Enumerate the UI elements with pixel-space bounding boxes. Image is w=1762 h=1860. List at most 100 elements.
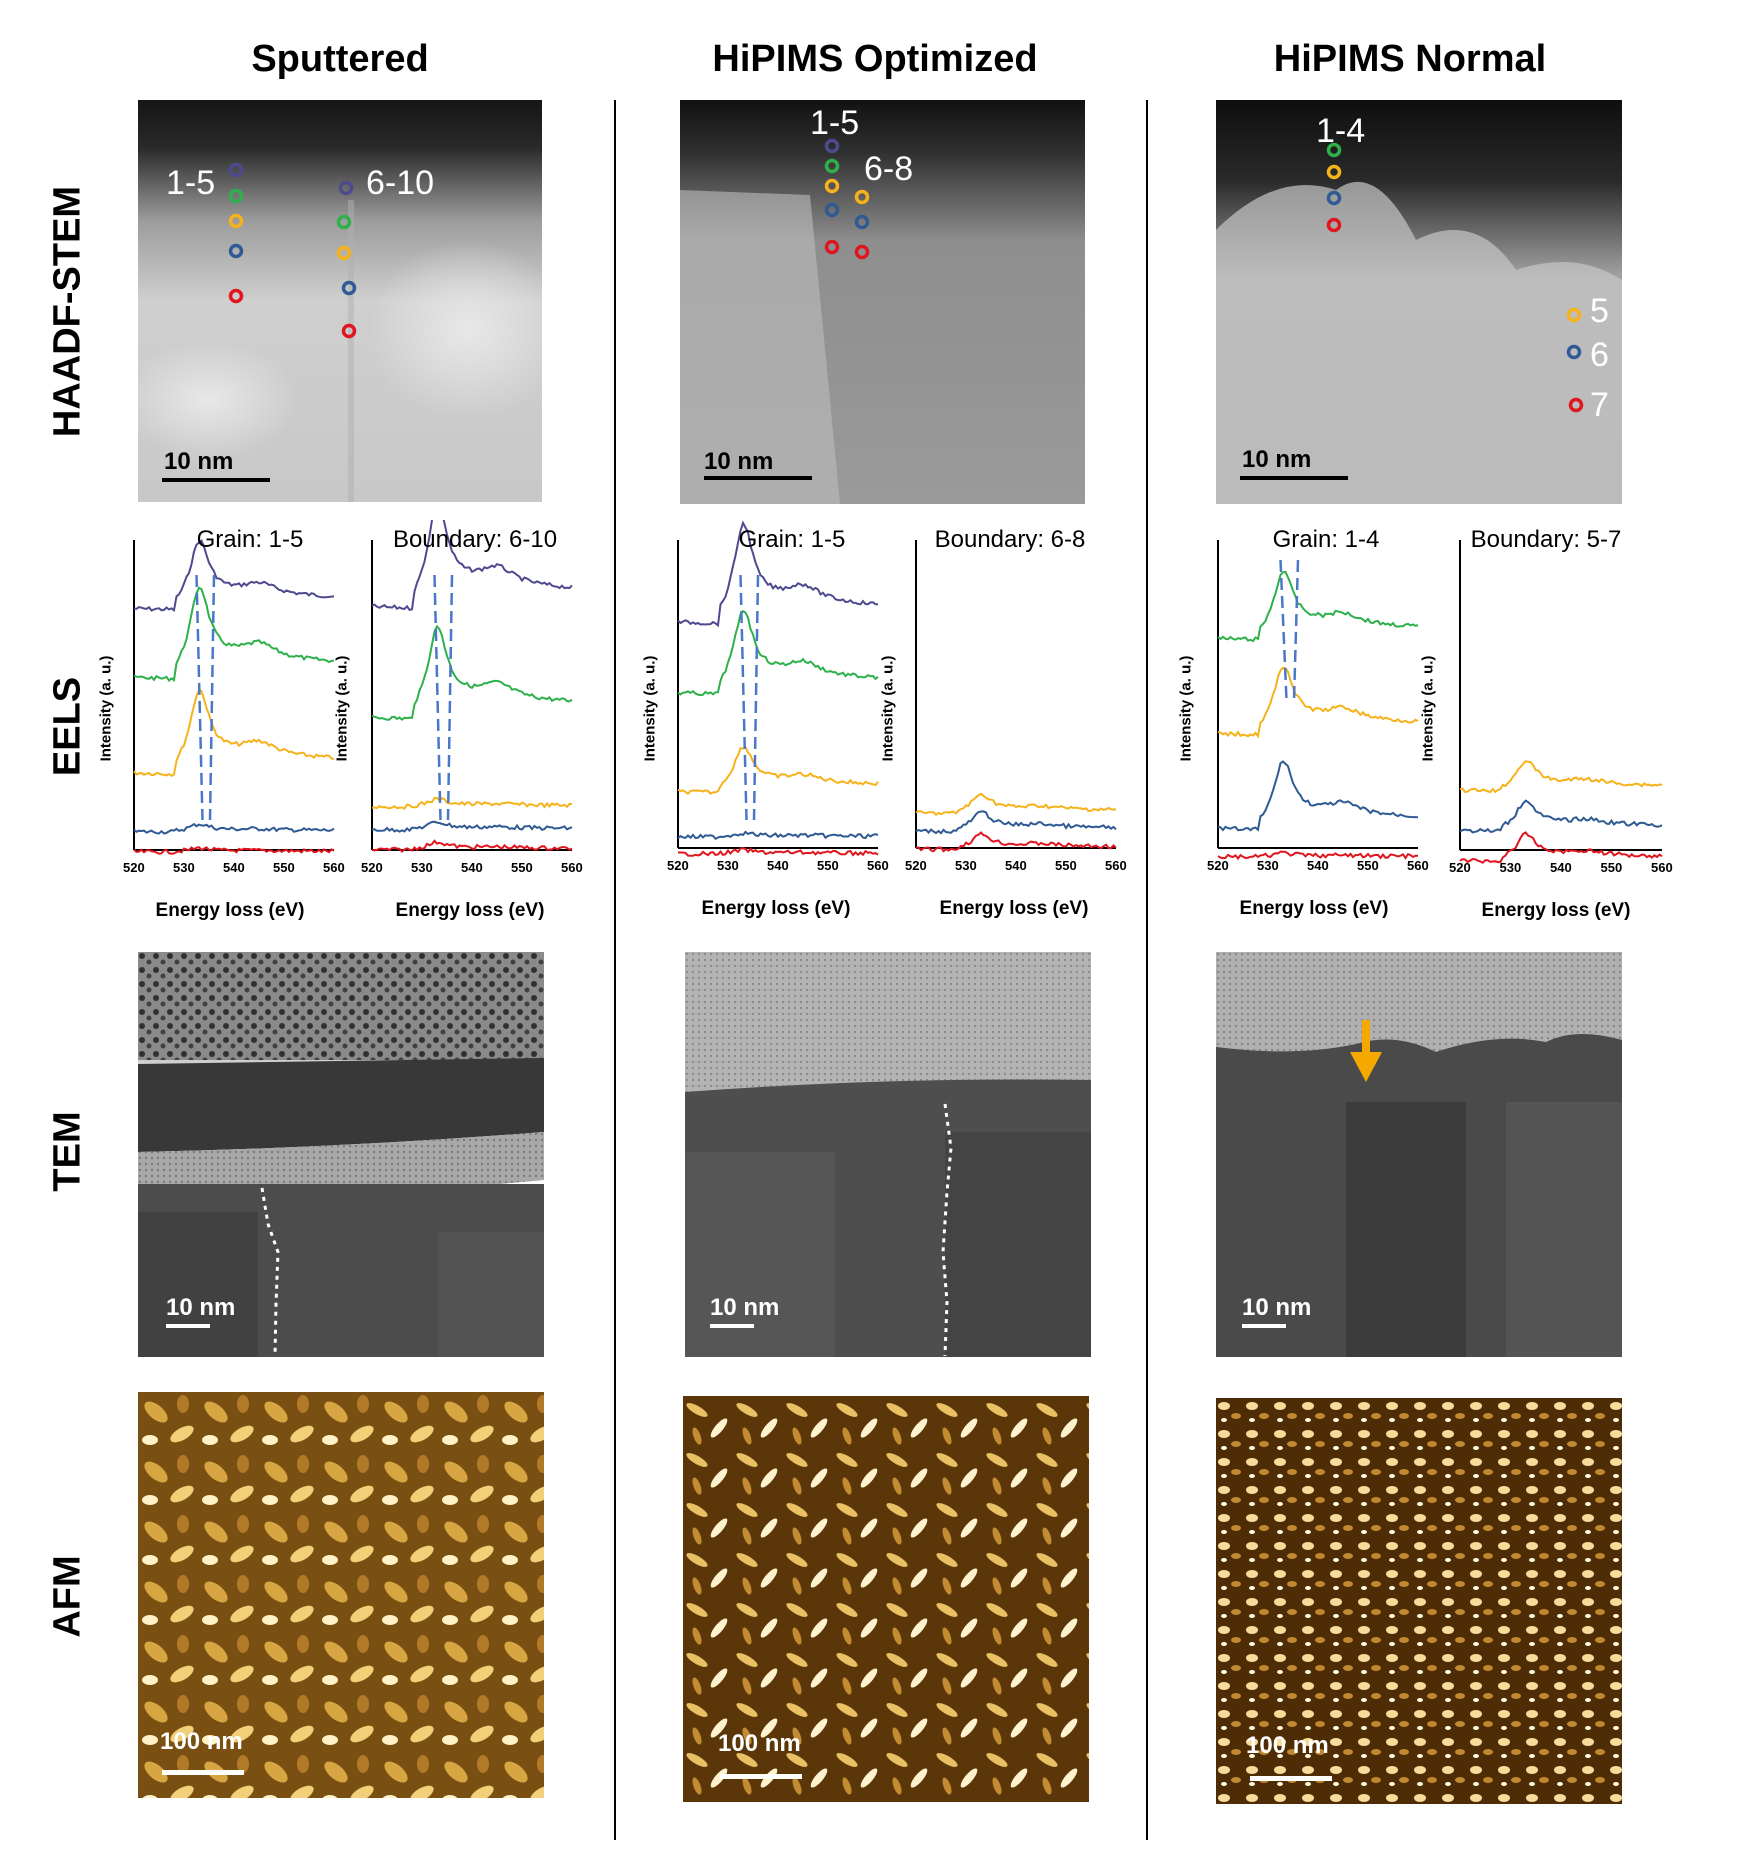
stem-label-7: 7 [1590, 386, 1609, 424]
afm-image-sputtered [138, 1392, 544, 1798]
eels-tick-label: 540 [223, 860, 245, 875]
eels-spectrum-trace [371, 839, 573, 853]
marker [824, 178, 840, 194]
eels-ylabel-6: Intensity (a. u.) [1419, 655, 1437, 762]
eels-title-4: Boundary: 6-8 [934, 526, 1086, 553]
eels-ylabel-4: Intensity (a. u.) [879, 655, 897, 762]
afm-image-hipims-optimized [683, 1396, 1089, 1802]
eels-tick-label: 560 [561, 860, 583, 875]
eels-tick-label: 520 [1449, 860, 1471, 875]
arrow-icon [1350, 1020, 1382, 1082]
eels-xlabel-4: Energy loss (eV) [939, 898, 1089, 919]
marker [341, 280, 357, 296]
row-label-afm: AFM [46, 1555, 89, 1638]
marker [854, 214, 870, 230]
stem-label-grain-1-5: 1-5 [810, 104, 860, 142]
tem-scalebar-label-2: 10 nm [710, 1294, 780, 1321]
eels-tick-label: 550 [273, 860, 295, 875]
eels-tick-label: 530 [1257, 858, 1279, 873]
afm-image-hipims-normal [1216, 1398, 1622, 1804]
eels-ylabel-3: Intensity (a. u.) [641, 655, 659, 762]
eels-dashed-guide [752, 574, 760, 821]
eels-spectrum-trace [915, 810, 1117, 835]
eels-spectrum-trace [915, 792, 1117, 817]
stem-image-hipims-optimized [680, 100, 1085, 504]
stem-label-boundary-6-10: 6-10 [366, 164, 435, 202]
eels-tick-label: 530 [411, 860, 433, 875]
eels-tick-label: 540 [767, 858, 789, 873]
tem-image-sputtered [138, 952, 544, 1357]
eels-spectrum-trace [677, 745, 879, 796]
tem-scalebar-label-3: 10 nm [1242, 1294, 1312, 1321]
stem-scalebar-label-3: 10 nm [1242, 446, 1312, 473]
eels-dashed-guide [1292, 559, 1300, 701]
eels-xlabel-6: Energy loss (eV) [1481, 900, 1631, 921]
tem-image-hipims-optimized [685, 952, 1091, 1357]
stem-label-grain-1-4: 1-4 [1316, 112, 1366, 150]
marker [336, 214, 352, 230]
stem-scalebar-1 [162, 478, 270, 482]
eels-tick-label: 550 [1357, 858, 1379, 873]
marker [228, 288, 244, 304]
stem-label-5: 5 [1590, 292, 1609, 330]
eels-tick-label: 520 [361, 860, 383, 875]
marker [336, 245, 352, 261]
eels-spectrum-trace [133, 586, 335, 682]
eels-spectrum-trace [1459, 760, 1663, 794]
row-label-tem: TEM [46, 1111, 89, 1192]
eels-spectrum-trace [1459, 831, 1663, 864]
eels-tick-label: 560 [1407, 858, 1429, 873]
marker [228, 243, 244, 259]
eels-spectrum-trace [677, 847, 879, 857]
stem-markers [228, 138, 1584, 413]
eels-spectrum-trace [371, 520, 573, 612]
marker [338, 180, 354, 196]
tem-scalebar-2 [710, 1324, 754, 1328]
afm-scalebar-2 [720, 1774, 802, 1779]
eels-spectrum-trace [1217, 760, 1419, 832]
marker [228, 188, 244, 204]
marker [1326, 190, 1342, 206]
eels-xlabel-1: Energy loss (eV) [155, 900, 305, 921]
column-title-sputtered: Sputtered [251, 38, 429, 80]
eels-spectrum-trace [677, 609, 879, 697]
eels-tick-label: 560 [867, 858, 889, 873]
marker [1568, 397, 1584, 413]
eels-tick-label: 520 [667, 858, 689, 873]
marker [1326, 164, 1342, 180]
marker [1566, 307, 1582, 323]
eels-spectrum-trace [1459, 799, 1663, 834]
eels-ylabel-5: Intensity (a. u.) [1177, 655, 1195, 762]
marker [854, 189, 870, 205]
eels-spectrum-trace [915, 831, 1117, 853]
marker [1326, 142, 1342, 158]
eels-spectrum-trace [677, 830, 879, 841]
eels-spectrum-trace [133, 688, 335, 777]
tem-image-hipims-normal [1216, 952, 1622, 1357]
eels-dashed-guide [739, 574, 748, 821]
eels-spectrum-trace [133, 846, 335, 855]
eels-xlabel-2: Energy loss (eV) [395, 900, 545, 921]
eels-title-3: Grain: 1-5 [738, 526, 846, 553]
eels-spectrum-trace [133, 539, 335, 612]
marker [854, 244, 870, 260]
marker [824, 202, 840, 218]
eels-dashed-guide [433, 574, 442, 821]
eels-spectrum-trace [1217, 850, 1419, 861]
eels-tick-label: 550 [817, 858, 839, 873]
eels-spectrum-trace [371, 624, 573, 721]
eels-spectrum-trace [1217, 666, 1419, 739]
marker [824, 138, 840, 154]
eels-dashed-guide [195, 574, 204, 821]
eels-tick-label: 560 [1651, 860, 1673, 875]
afm-scalebar-1 [162, 1770, 244, 1775]
eels-spectrum-trace [1217, 570, 1419, 643]
eels-tick-label: 520 [123, 860, 145, 875]
afm-scalebar-label-2: 100 nm [718, 1730, 801, 1757]
eels-tick-label: 560 [323, 860, 345, 875]
eels-dashed-guide [208, 574, 216, 821]
afm-scalebar-label-3: 100 nm [1246, 1732, 1329, 1759]
eels-spectrum-trace [677, 520, 878, 628]
eels-spectra [133, 520, 1663, 864]
marker [1326, 217, 1342, 233]
